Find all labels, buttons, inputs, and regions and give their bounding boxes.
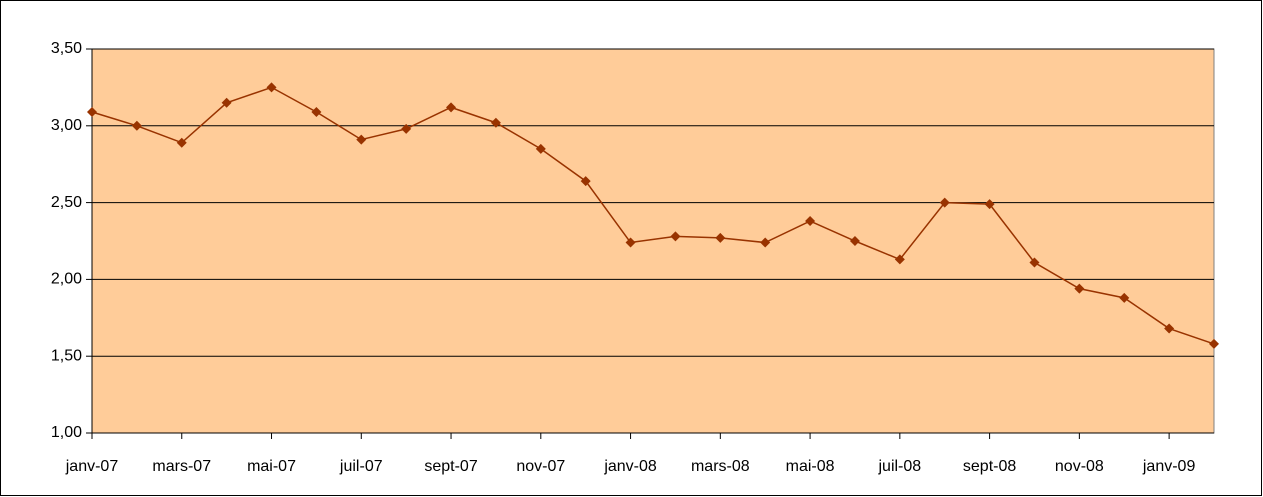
x-tick-label: mai-07: [247, 458, 296, 475]
x-tick-label: nov-08: [1055, 458, 1104, 475]
data-point: [535, 143, 546, 154]
series-line: [91, 86, 1215, 345]
x-tick-label: janv-07: [65, 458, 119, 475]
y-tick-label: 2,00: [51, 271, 82, 288]
data-point: [984, 199, 995, 210]
data-point: [356, 134, 367, 145]
data-point: [311, 106, 322, 117]
data-point: [1074, 283, 1085, 294]
data-point: [131, 120, 142, 131]
data-point: [401, 123, 412, 134]
data-point: [1209, 338, 1219, 349]
x-tick-label: janv-09: [1142, 458, 1196, 475]
data-point: [939, 197, 950, 208]
x-tick-label: janv-08: [603, 458, 657, 475]
plot-area: [91, 48, 1215, 434]
data-point: [805, 216, 816, 227]
data-point: [715, 232, 726, 243]
data-point: [87, 106, 97, 117]
data-point: [1119, 292, 1130, 303]
data-point: [221, 97, 232, 108]
x-tick-label: mars-07: [152, 458, 211, 475]
data-point: [894, 254, 905, 265]
x-tick-label: nov-07: [516, 458, 565, 475]
x-tick-label: mai-08: [786, 458, 835, 475]
data-point: [266, 82, 277, 93]
x-tick-label: juil-08: [877, 458, 921, 475]
data-point: [1164, 323, 1175, 334]
y-tick-label: 3,00: [51, 117, 82, 134]
data-point: [490, 117, 501, 128]
data-point: [670, 231, 681, 242]
x-tick-label: sept-08: [963, 458, 1016, 475]
x-tick-label: mars-08: [691, 458, 750, 475]
data-point: [580, 176, 591, 187]
data-point: [446, 102, 457, 113]
data-point: [625, 237, 636, 248]
y-tick-label: 1,50: [51, 347, 82, 364]
data-point: [1029, 257, 1040, 268]
data-point: [176, 137, 187, 148]
y-tick-label: 3,50: [51, 40, 82, 57]
data-point: [849, 236, 860, 246]
y-tick-label: 1,00: [51, 424, 82, 441]
data-point: [760, 237, 771, 248]
x-tick-label: sept-07: [424, 458, 477, 475]
x-tick-label: juil-07: [339, 458, 383, 475]
y-tick-label: 2,50: [51, 194, 82, 211]
